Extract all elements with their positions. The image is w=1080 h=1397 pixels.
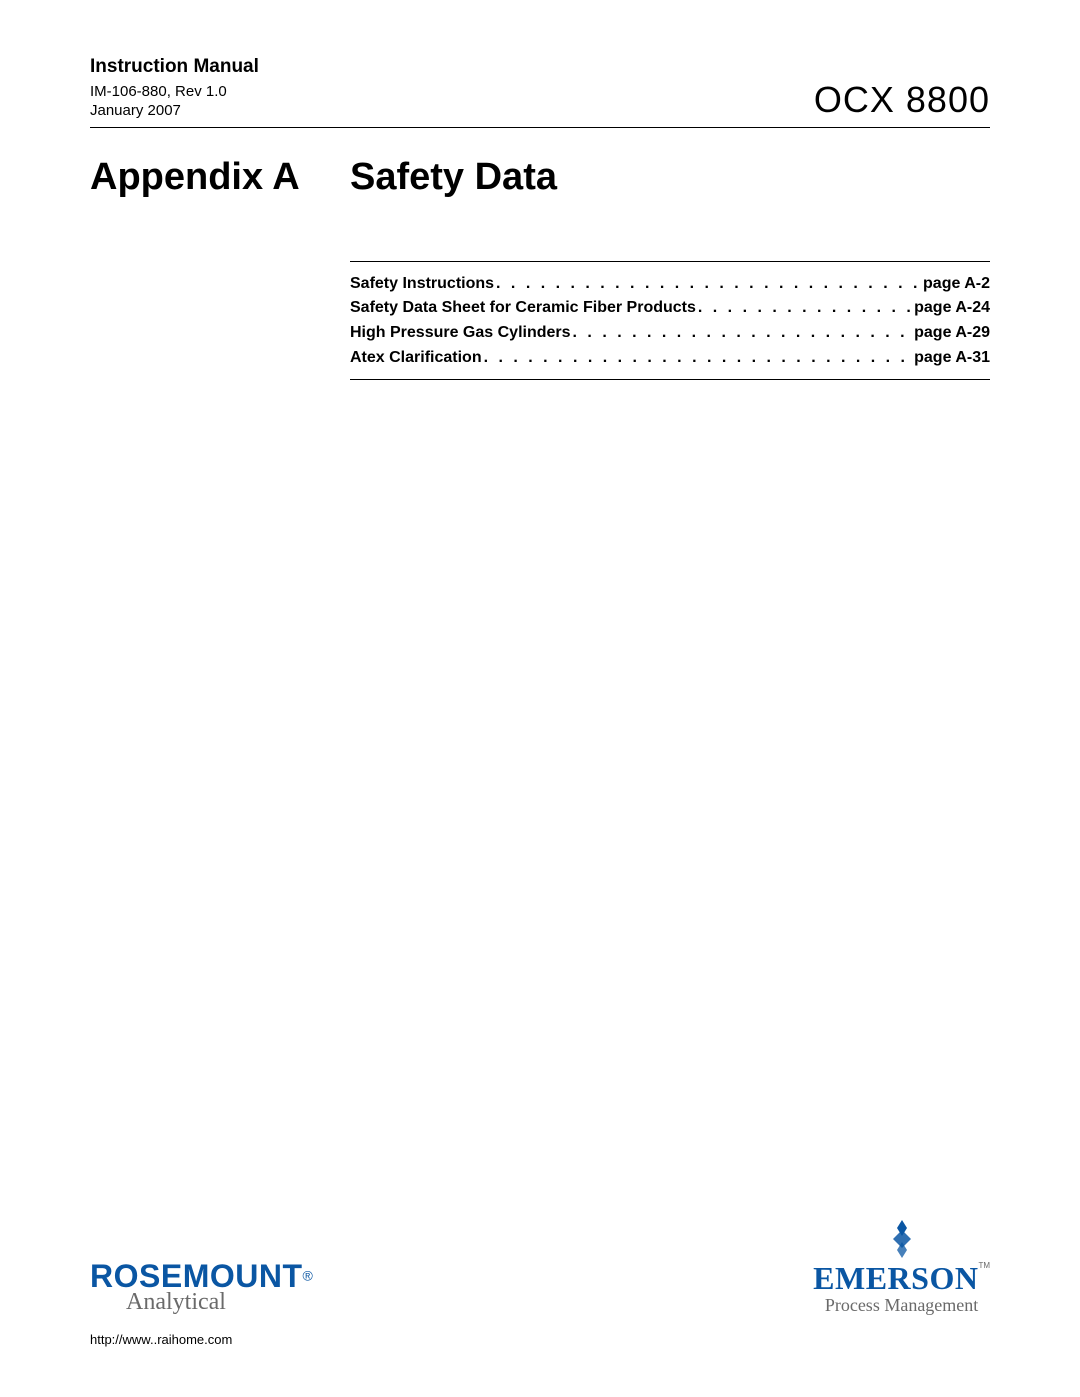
emerson-logo: EMERSONTM Process Management	[813, 1218, 990, 1314]
footer-url: http://www..raihome.com	[90, 1332, 990, 1347]
toc-label: Safety Instructions	[350, 272, 494, 297]
toc-row: Safety Instructions page A-2	[350, 272, 990, 297]
emerson-subline: Process Management	[813, 1296, 990, 1314]
manual-title: Instruction Manual	[90, 55, 259, 80]
toc-row: Atex Clarification page A-31	[350, 346, 990, 371]
doc-date: January 2007	[90, 101, 259, 121]
toc-leader-dots	[494, 272, 923, 297]
toc-label: High Pressure Gas Cylinders	[350, 321, 571, 346]
rosemount-logo: ROSEMOUNT® Analytical	[90, 1260, 313, 1314]
toc-row: Safety Data Sheet for Ceramic Fiber Prod…	[350, 296, 990, 321]
page-footer: ROSEMOUNT® Analytical EMERSONTM Process …	[90, 1218, 990, 1347]
emerson-helix-icon	[881, 1218, 923, 1260]
toc-row: High Pressure Gas Cylinders page A-29	[350, 321, 990, 346]
table-of-contents: Safety Instructions page A-2 Safety Data…	[350, 261, 990, 380]
registered-icon: ®	[303, 1268, 313, 1284]
toc-leader-dots	[571, 321, 915, 346]
toc-page: page A-31	[914, 346, 990, 371]
product-name: OCX 8800	[814, 79, 990, 121]
emerson-wordmark: EMERSON	[813, 1260, 978, 1296]
toc-page: page A-2	[923, 272, 990, 297]
trademark-icon: TM	[978, 1261, 990, 1270]
toc-label: Atex Clarification	[350, 346, 482, 371]
header-left: Instruction Manual IM-106-880, Rev 1.0 J…	[90, 55, 259, 121]
appendix-label: Appendix A	[90, 156, 350, 199]
toc-label: Safety Data Sheet for Ceramic Fiber Prod…	[350, 296, 696, 321]
toc-page: page A-24	[914, 296, 990, 321]
main-title-row: Appendix A Safety Data	[90, 156, 990, 199]
logo-row: ROSEMOUNT® Analytical EMERSONTM Process …	[90, 1218, 990, 1314]
doc-number: IM-106-880, Rev 1.0	[90, 82, 259, 102]
toc-page: page A-29	[914, 321, 990, 346]
toc-leader-dots	[482, 346, 915, 371]
appendix-heading: Safety Data	[350, 156, 557, 199]
document-page: Instruction Manual IM-106-880, Rev 1.0 J…	[0, 0, 1080, 1397]
toc-leader-dots	[696, 296, 914, 321]
page-header: Instruction Manual IM-106-880, Rev 1.0 J…	[90, 55, 990, 128]
